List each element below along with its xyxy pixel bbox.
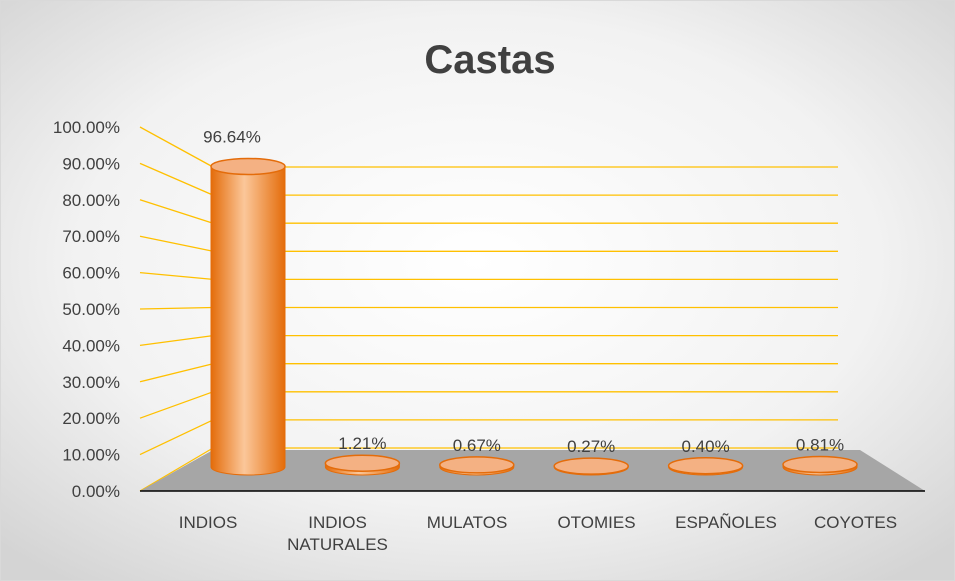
data-label: 0.40% <box>681 437 729 456</box>
bar-top <box>553 457 629 475</box>
bar <box>782 455 858 476</box>
x-tick-label: INDIOS NATURALES <box>287 513 388 554</box>
chart-title: Castas <box>424 38 555 82</box>
x-tick-label: INDIOS <box>178 513 238 532</box>
bar-top <box>667 457 744 475</box>
grid-line <box>139 419 214 456</box>
bar-top <box>324 454 401 472</box>
y-tick-label: 10.00% <box>62 446 120 465</box>
bar <box>553 457 629 476</box>
x-tick-label: MULATOS <box>426 513 508 532</box>
bar <box>210 157 286 476</box>
grid-line <box>139 126 214 168</box>
bar <box>324 454 401 476</box>
grid-line <box>139 363 214 383</box>
y-tick-label: 100.00% <box>53 118 120 137</box>
data-label: 0.81% <box>796 435 844 454</box>
y-tick-label: 0.00% <box>72 482 120 501</box>
bar-top <box>782 455 858 474</box>
grid-line <box>139 391 214 419</box>
grid-line <box>139 447 214 492</box>
grid-line <box>139 235 214 252</box>
bar-top <box>210 157 286 176</box>
bar-body <box>210 165 286 476</box>
y-tick-label: 80.00% <box>62 191 120 210</box>
x-tick-label: ESPAÑOLES <box>675 513 777 532</box>
data-label: 1.21% <box>338 434 386 453</box>
data-label: 0.27% <box>567 437 615 456</box>
grid-line <box>139 271 214 281</box>
y-tick-label: 30.00% <box>62 373 120 392</box>
bar-top <box>439 456 515 474</box>
bar <box>667 457 744 476</box>
y-tick-label: 40.00% <box>62 336 120 355</box>
y-tick-label: 20.00% <box>62 409 120 428</box>
grid-line <box>139 334 214 347</box>
grid-line <box>139 162 214 196</box>
y-tick-label: 60.00% <box>62 264 120 283</box>
bar <box>439 456 515 476</box>
data-label: 96.64% <box>203 127 261 146</box>
y-tick-label: 50.00% <box>62 300 120 319</box>
grid-line <box>139 199 214 224</box>
grid-line <box>139 306 214 310</box>
x-tick-label: OTOMIES <box>557 513 636 532</box>
y-tick-label: 70.00% <box>62 227 120 246</box>
data-label: 0.67% <box>453 436 501 455</box>
x-tick-label: COYOTES <box>813 513 898 532</box>
y-tick-label: 90.00% <box>62 154 120 173</box>
